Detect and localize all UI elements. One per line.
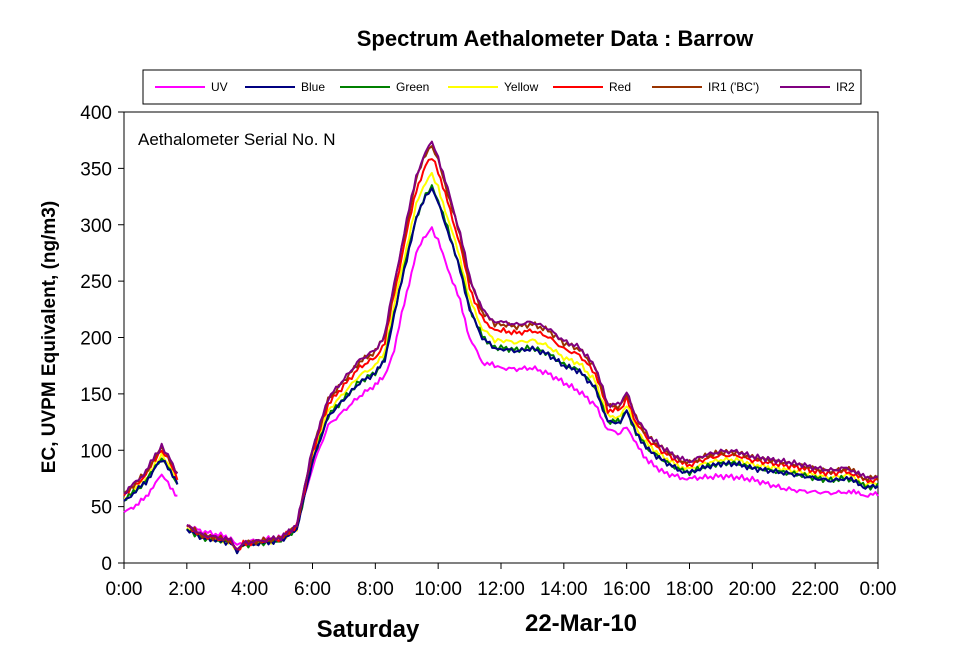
- legend-label: IR1 ('BC'): [708, 80, 759, 94]
- x-tick-label: 10:00: [414, 579, 462, 600]
- x-tick-label: 12:00: [477, 579, 525, 600]
- legend-label: Yellow: [504, 80, 539, 94]
- y-tick-label: 50: [91, 498, 112, 519]
- legend-label: Red: [609, 80, 631, 94]
- y-axis-label: EC, UVPM Equivalent, (ng/m3): [39, 201, 60, 473]
- x-tick-label: 2:00: [168, 579, 205, 600]
- y-tick-label: 0: [101, 554, 112, 575]
- series-line-red: [123, 158, 879, 551]
- series-line-ir2: [123, 140, 879, 551]
- y-tick-label: 250: [80, 272, 112, 293]
- legend-label: UV: [211, 80, 228, 94]
- legend-label: Green: [396, 80, 429, 94]
- y-tick-label: 400: [80, 103, 112, 124]
- x-tick-label: 16:00: [603, 579, 651, 600]
- x-axis: 0:00 2:00 4:00 6:00 8:00 10:00 12:00 14:00 16:00…: [106, 563, 897, 600]
- y-tick-label: 100: [80, 441, 112, 462]
- plot-area: [123, 111, 879, 564]
- x-tick-label: 0:00: [860, 579, 897, 600]
- x-tick-label: 6:00: [294, 579, 331, 600]
- legend-label: IR2: [836, 80, 855, 94]
- series-line-uv: [123, 226, 879, 546]
- x-date-label: 22-Mar-10: [525, 610, 637, 637]
- series-line-yellow: [123, 171, 879, 552]
- legend-label: Blue: [301, 80, 325, 94]
- series-line-green: [123, 184, 879, 555]
- x-day-label: Saturday: [317, 616, 420, 643]
- x-tick-label: 0:00: [106, 579, 143, 600]
- x-tick-label: 18:00: [666, 579, 714, 600]
- chart-title: Spectrum Aethalometer Data : Barrow: [357, 26, 754, 51]
- legend: UV Blue Green Yellow Red IR1 ('BC') IR2: [142, 69, 862, 105]
- y-axis: 0 50 100 150 200 250 300 350 400: [80, 103, 124, 575]
- series-line-blue: [123, 187, 879, 555]
- x-tick-label: 22:00: [791, 579, 839, 600]
- x-tick-label: 14:00: [540, 579, 588, 600]
- y-tick-label: 300: [80, 216, 112, 237]
- y-tick-label: 150: [80, 385, 112, 406]
- chart-annotation: Aethalometer Serial No. N: [138, 130, 335, 149]
- x-tick-label: 4:00: [231, 579, 268, 600]
- series-line-ir1-bc: [123, 145, 879, 551]
- x-tick-label: 20:00: [729, 579, 777, 600]
- y-tick-label: 200: [80, 329, 112, 350]
- series-group: [123, 140, 879, 555]
- y-tick-label: 350: [80, 159, 112, 180]
- x-tick-label: 8:00: [357, 579, 394, 600]
